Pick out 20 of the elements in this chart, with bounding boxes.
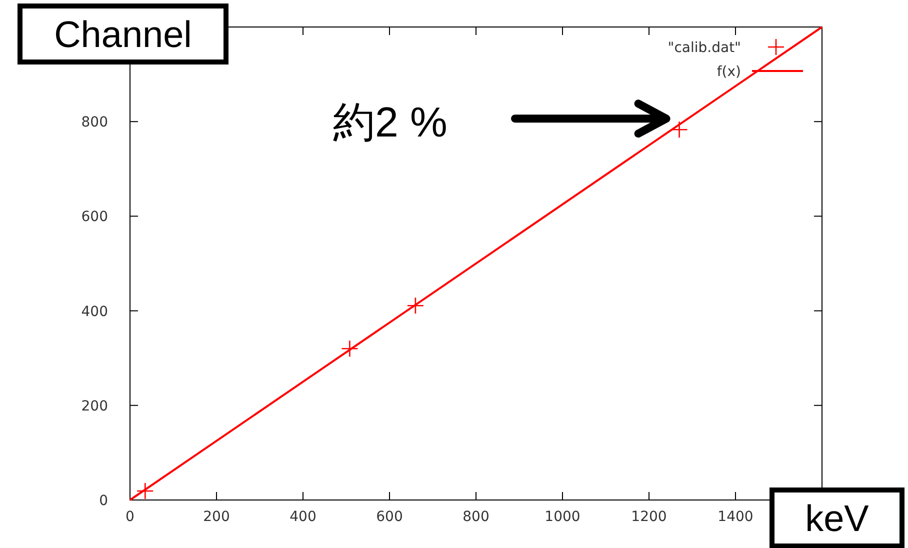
x-tick-label: 0 [126,509,134,525]
y-tick-label: 200 [81,398,108,414]
axis-label: Channel [18,4,228,64]
x-tick-label: 200 [203,509,230,525]
x-axis-title: keV [805,498,870,539]
y-tick-label: 600 [81,209,108,226]
y-tick-label: 0 [99,493,108,509]
x-tick-label: 400 [290,509,316,525]
axis-label: keV [770,488,904,548]
legend-label: f(x) [716,64,741,80]
x-tick-label: 1400 [718,509,754,525]
y-axis-title: Channel [54,14,192,55]
x-tick-label: 800 [462,509,490,525]
x-tick-label: 600 [376,509,403,525]
legend-label: "calib.dat" [668,40,741,56]
y-tick-label: 800 [81,114,108,131]
x-tick-label: 1000 [544,509,580,525]
annotation: 約2 % [333,98,448,146]
x-tick-label: 1200 [631,509,667,525]
y-tick-label: 400 [81,304,108,320]
